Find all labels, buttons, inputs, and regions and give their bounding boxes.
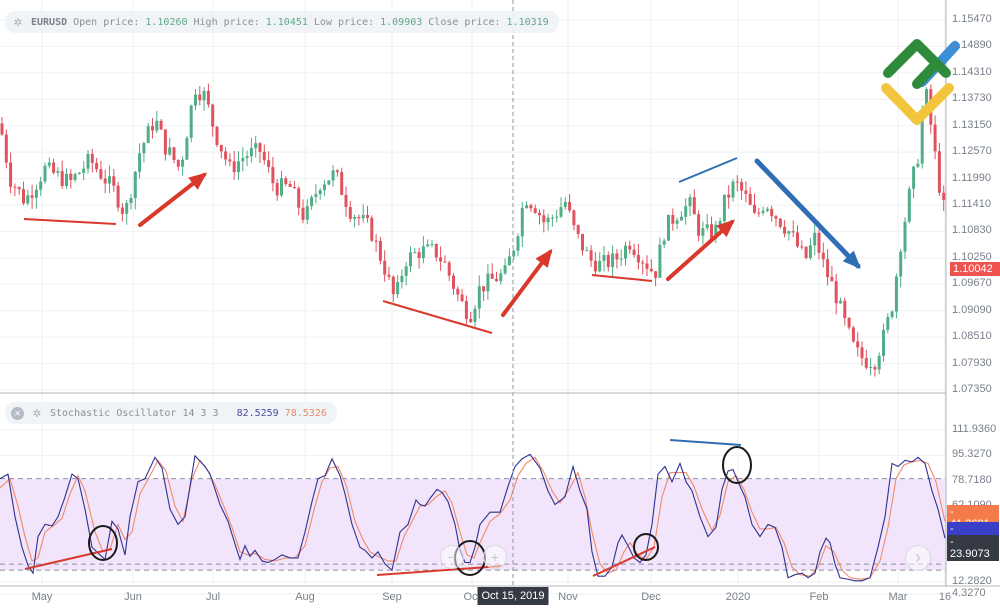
price-tick-label: 1.14310 — [952, 65, 992, 78]
time-tick-label: Oct — [463, 591, 481, 603]
close-value: 1.10319 — [506, 16, 549, 28]
open-value: 1.10260 — [145, 16, 188, 28]
time-tick-label: 16 — [938, 591, 952, 603]
time-tick-label: Mar — [888, 591, 908, 603]
low-label: Low price: — [313, 16, 375, 28]
high-label: High price: — [193, 16, 260, 28]
time-tick-label: Aug — [295, 591, 315, 603]
open-label: Open price: — [73, 16, 140, 28]
main-legend: ✲ EURUSD Open price: 1.10260 High price:… — [5, 11, 559, 33]
stochastic-lines — [0, 453, 946, 582]
oscillator-tick-label: 111.9360 — [952, 423, 997, 435]
price-tick-label: 1.10830 — [952, 224, 992, 237]
time-tick-label: Nov — [558, 591, 578, 603]
oscillator-band-lines — [0, 478, 946, 571]
k-value: 82.5259 — [236, 407, 279, 419]
d-value: 78.5326 — [284, 407, 327, 419]
current-price-tag: 1.10042 — [950, 262, 1000, 276]
high-value: 1.10451 — [265, 16, 308, 28]
oscillator-name: Stochastic Oscillator — [50, 407, 177, 419]
close-label: Close price: — [428, 16, 501, 28]
low-value: 1.09903 — [380, 16, 423, 28]
price-tick-label: 1.11410 — [952, 198, 991, 210]
price-tick-label: 1.07350 — [952, 383, 992, 395]
price-tick-label: 1.10250 — [952, 250, 992, 263]
oscillator-tick-label: 78.7180 — [952, 473, 992, 486]
price-tick-label: 1.09090 — [952, 303, 992, 316]
oscillator-tick-label: 4.3270 — [952, 587, 986, 599]
time-tick-label: 2020 — [725, 591, 751, 603]
time-tick-label: Jul — [205, 591, 221, 603]
oscillator-value-tag: - 23.9073 — [947, 535, 999, 561]
time-tick-label: Jun — [124, 591, 142, 603]
close-icon[interactable]: ✕ — [11, 406, 24, 420]
candlestick-series — [0, 83, 946, 377]
zoom-out-button[interactable]: − — [440, 545, 464, 569]
price-tick-label: 1.13730 — [952, 92, 992, 105]
oscillator-tick-label: 95.3270 — [952, 448, 992, 461]
price-tick-label: 1.15470 — [952, 13, 992, 25]
price-tick-label: 1.11990 — [952, 171, 991, 184]
price-tick-label: 1.08510 — [952, 330, 992, 343]
zoom-in-button[interactable]: + — [483, 545, 507, 569]
brand-logo — [881, 39, 960, 125]
oscillator-tick-label: 12.2820 — [952, 574, 992, 587]
price-tick-label: 1.14890 — [952, 39, 992, 52]
oscillator-params: 14 3 3 — [182, 407, 219, 419]
time-tick-label: Dec — [641, 591, 661, 603]
symbol-name: EURUSD — [31, 16, 68, 28]
price-tick-label: 1.12570 — [952, 145, 992, 158]
oscillator-band — [0, 478, 946, 571]
time-tick-label: Feb — [809, 591, 829, 603]
scroll-right-button[interactable]: › — [905, 545, 931, 571]
crosshair-date-tag: Oct 15, 2019 — [477, 587, 549, 605]
gear-icon[interactable]: ✲ — [13, 14, 23, 30]
price-tick-label: 1.07930 — [952, 356, 992, 369]
price-tick-label: 1.13150 — [952, 118, 992, 131]
price-tick-label: 1.09670 — [952, 277, 992, 290]
oscillator-legend: ✕ ✲ Stochastic Oscillator 14 3 3 82.5259… — [5, 402, 337, 424]
gear-icon[interactable]: ✲ — [32, 405, 42, 421]
time-tick-label: May — [31, 591, 53, 603]
time-tick-label: Sep — [382, 591, 402, 603]
